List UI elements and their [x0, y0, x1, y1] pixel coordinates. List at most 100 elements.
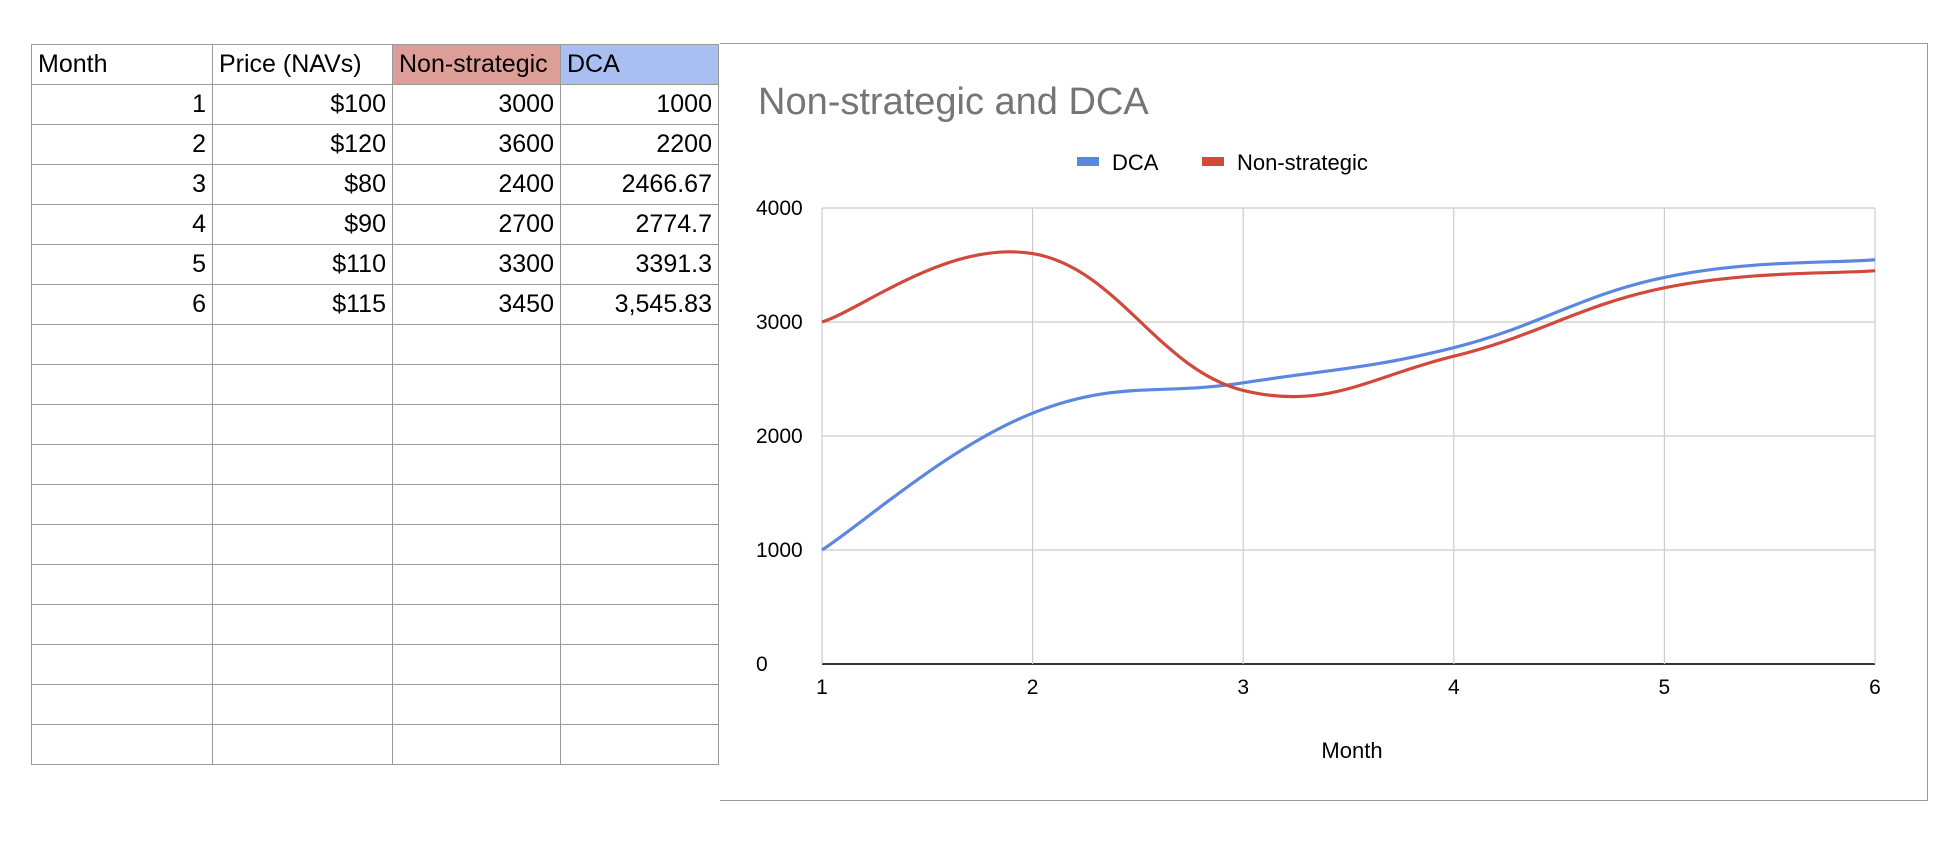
empty-cell[interactable]: [31, 564, 213, 605]
empty-cell[interactable]: [560, 724, 719, 765]
empty-cell[interactable]: [392, 724, 561, 765]
empty-cell[interactable]: [560, 684, 719, 725]
table-cell[interactable]: $115: [212, 284, 393, 325]
empty-cell[interactable]: [392, 444, 561, 485]
x-tick-label: 4: [1448, 676, 1460, 699]
table-cell[interactable]: 1000: [560, 84, 719, 125]
empty-cell[interactable]: [392, 364, 561, 405]
empty-cell[interactable]: [560, 364, 719, 405]
empty-cell[interactable]: [212, 724, 393, 765]
table-cell[interactable]: 2700: [392, 204, 561, 245]
empty-cell[interactable]: [560, 564, 719, 605]
empty-cell[interactable]: [212, 684, 393, 725]
empty-cell[interactable]: [31, 404, 213, 445]
empty-row: [31, 364, 719, 405]
table-cell[interactable]: $80: [212, 164, 393, 205]
table-cell[interactable]: $100: [212, 84, 393, 125]
empty-cell[interactable]: [560, 404, 719, 445]
table-row: 2 $120 3600 2200: [31, 124, 719, 165]
empty-cell[interactable]: [392, 404, 561, 445]
empty-row: [31, 644, 719, 685]
empty-cell[interactable]: [560, 444, 719, 485]
x-tick-label: 1: [816, 676, 828, 699]
empty-cell[interactable]: [31, 364, 213, 405]
empty-cell[interactable]: [31, 724, 213, 765]
chart-series: [821, 250, 1876, 552]
empty-row: [31, 524, 719, 565]
table-cell[interactable]: 2200: [560, 124, 719, 165]
table-cell[interactable]: 3000: [392, 84, 561, 125]
empty-cell[interactable]: [31, 524, 213, 565]
empty-cell[interactable]: [392, 604, 561, 645]
table-cell[interactable]: 3,545.83: [560, 284, 719, 325]
empty-row: [31, 684, 719, 725]
empty-cell[interactable]: [212, 564, 393, 605]
empty-cell[interactable]: [560, 524, 719, 565]
table-cell[interactable]: $120: [212, 124, 393, 165]
y-tick-label: 2000: [756, 425, 803, 448]
empty-cell[interactable]: [31, 484, 213, 525]
empty-cell[interactable]: [560, 484, 719, 525]
empty-cell[interactable]: [31, 324, 213, 365]
empty-cell[interactable]: [560, 604, 719, 645]
table-cell[interactable]: $110: [212, 244, 393, 285]
series-line-non-strategic[interactable]: [821, 250, 1876, 399]
legend-label: DCA: [1112, 150, 1159, 175]
x-tick-label: 6: [1869, 676, 1881, 699]
table-cell[interactable]: 1: [31, 84, 213, 125]
column-header[interactable]: Month: [31, 44, 213, 85]
column-header[interactable]: DCA: [560, 44, 719, 85]
empty-cell[interactable]: [212, 604, 393, 645]
empty-cell[interactable]: [31, 644, 213, 685]
table-row: 4 $90 2700 2774.7: [31, 204, 719, 245]
empty-cell[interactable]: [392, 564, 561, 605]
empty-row: [31, 724, 719, 765]
table-cell[interactable]: 2400: [392, 164, 561, 205]
table-cell[interactable]: 2466.67: [560, 164, 719, 205]
empty-cell[interactable]: [212, 324, 393, 365]
line-chart: Non-strategic and DCA DCA Non-strategic 0…: [756, 81, 1881, 763]
table-cell[interactable]: 3600: [392, 124, 561, 165]
table-cell[interactable]: 3391.3: [560, 244, 719, 285]
legend-swatch: [1202, 157, 1224, 166]
table-cell[interactable]: 2774.7: [560, 204, 719, 245]
table-cell[interactable]: 3: [31, 164, 213, 205]
empty-cell[interactable]: [212, 364, 393, 405]
empty-cell[interactable]: [560, 324, 719, 365]
empty-cell[interactable]: [212, 644, 393, 685]
table-cell[interactable]: 2: [31, 124, 213, 165]
table-cell[interactable]: 5: [31, 244, 213, 285]
empty-cell[interactable]: [212, 484, 393, 525]
table-cell[interactable]: 4: [31, 204, 213, 245]
chart-panel[interactable]: Non-strategic and DCA DCA Non-strategic 0…: [720, 43, 1928, 801]
empty-cell[interactable]: [31, 604, 213, 645]
empty-cell[interactable]: [392, 524, 561, 565]
table-row: 5 $110 3300 3391.3: [31, 244, 719, 285]
empty-cell[interactable]: [392, 684, 561, 725]
empty-cell[interactable]: [212, 444, 393, 485]
legend-label: Non-strategic: [1237, 150, 1368, 175]
table-row: 1 $100 3000 1000: [31, 84, 719, 125]
table-cell[interactable]: 3300: [392, 244, 561, 285]
table-cell[interactable]: 6: [31, 284, 213, 325]
empty-cell[interactable]: [212, 404, 393, 445]
table-cell[interactable]: $90: [212, 204, 393, 245]
series-line-dca[interactable]: [821, 258, 1876, 552]
x-tick-label: 3: [1237, 676, 1249, 699]
empty-cell[interactable]: [392, 324, 561, 365]
x-axis-label: Month: [1321, 738, 1382, 763]
column-header[interactable]: Non-strategic: [392, 44, 561, 85]
y-tick-label: 1000: [756, 539, 803, 562]
empty-cell[interactable]: [31, 684, 213, 725]
empty-cell[interactable]: [560, 644, 719, 685]
empty-cell[interactable]: [31, 444, 213, 485]
empty-cell[interactable]: [392, 484, 561, 525]
table-row: 6 $115 3450 3,545.83: [31, 284, 719, 325]
empty-row: [31, 324, 719, 365]
x-tick-label: 2: [1027, 676, 1039, 699]
empty-cell[interactable]: [212, 524, 393, 565]
empty-row: [31, 404, 719, 445]
empty-cell[interactable]: [392, 644, 561, 685]
column-header[interactable]: Price (NAVs): [212, 44, 393, 85]
table-cell[interactable]: 3450: [392, 284, 561, 325]
